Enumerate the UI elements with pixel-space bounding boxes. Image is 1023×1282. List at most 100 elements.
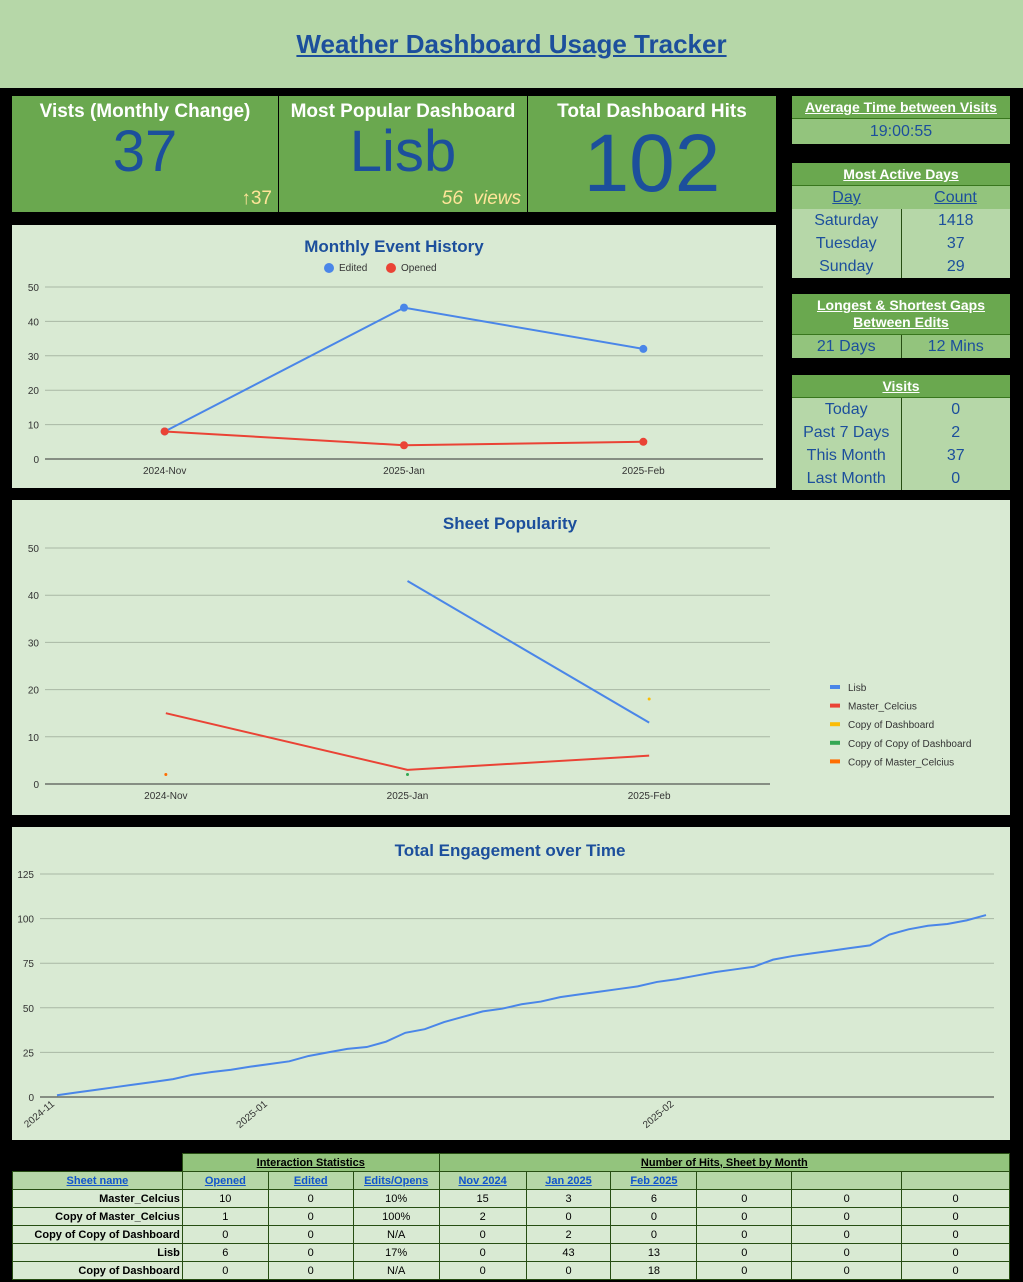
table-cell: 0 (525, 1261, 612, 1280)
group-hits-by-month: Number of Hits, Sheet by Month (438, 1153, 1011, 1172)
table-row: Copy of Copy of Dashboard 0 0 N/A 0 2 0 0 0 0 (12, 1225, 1010, 1244)
active-day-row: Tuesday 37 (792, 232, 1010, 255)
y-tick-label: 20 (28, 386, 40, 397)
kpi-popular-value: Lisb (349, 119, 457, 184)
active-day-row: Saturday 1418 (792, 209, 1010, 232)
legend-marker (830, 685, 840, 689)
y-tick-label: 75 (23, 959, 35, 970)
table-cell: 0 (901, 1261, 1010, 1280)
table-cell: 0 (901, 1189, 1010, 1208)
visits-row: This Month 37 (792, 444, 1010, 467)
legend-label: Copy of Dashboard (848, 720, 934, 731)
header-banner: Weather Dashboard Usage Tracker (0, 0, 1023, 88)
y-tick-label: 10 (28, 733, 40, 744)
avg-time-box: Average Time between Visits 19:00:55 (792, 96, 1010, 144)
gaps-title-2: Between Edits (853, 314, 949, 330)
monthly-event-history-chart: Monthly Event History 0 10 20 30 40 50 2024-Nov… (12, 225, 776, 488)
column-header: Sheet name (12, 1171, 183, 1190)
table-cell: 0 (438, 1243, 527, 1262)
visits-row: Today 0 (792, 398, 1010, 421)
x-tick-label: 2025-Jan (383, 466, 425, 477)
kpi-visits: Vists (Monthly Change) 37 ↑37 (12, 96, 278, 212)
label: Today (792, 398, 902, 421)
table-cell: 0 (181, 1261, 269, 1280)
sheet-name-cell: Lisb (12, 1243, 183, 1262)
y-tick-label: 0 (28, 1093, 34, 1104)
count: 29 (946, 258, 965, 275)
x-tick-label: 2024-Nov (143, 466, 186, 477)
y-tick-label: 40 (28, 317, 40, 328)
y-tick-label: 50 (28, 544, 40, 555)
y-tick-label: 30 (28, 352, 40, 363)
column-header: Jan 2025 (525, 1171, 612, 1190)
data-point (160, 427, 169, 436)
table-cell: 0 (696, 1261, 793, 1280)
y-tick-label: 125 (17, 870, 34, 881)
legend-marker (830, 740, 840, 745)
table-cell: 17% (352, 1243, 440, 1262)
sheet-name-cell: Copy of Master_Celcius (12, 1207, 183, 1226)
sheet-name-cell: Copy of Copy of Dashboard (12, 1225, 183, 1244)
legend-marker (324, 263, 334, 273)
data-point (406, 773, 409, 777)
sheet-name-cell: Copy of Dashboard (12, 1261, 183, 1280)
kpi-hits: Total Dashboard Hits 102 (528, 96, 776, 212)
legend-label: Master_Celcius (848, 702, 917, 713)
table-cell: 0 (267, 1207, 354, 1226)
value: 0 (951, 401, 961, 418)
table-cell: 0 (267, 1243, 354, 1262)
series-line-edited (164, 306, 644, 433)
y-tick-label: 40 (28, 591, 40, 602)
table-cell: 1 (181, 1207, 269, 1226)
table-row: Copy of Dashboard 0 0 N/A 0 0 18 0 0 0 (12, 1261, 1010, 1280)
table-cell: 0 (610, 1225, 698, 1244)
table-cell: 0 (791, 1243, 903, 1262)
chart-title: Sheet Popularity (443, 514, 578, 533)
y-tick-label: 0 (33, 780, 39, 791)
longest-gap: 21 Days (792, 335, 902, 358)
table-cell: N/A (352, 1261, 440, 1280)
table-cell: 0 (181, 1225, 269, 1244)
visits-box: Visits Today 0 Past 7 Days 2 This Month 37 … (792, 375, 1010, 490)
data-point (647, 697, 651, 701)
column-header: Edits/Opens (352, 1171, 440, 1190)
avg-time-value: 19:00:55 (792, 119, 1010, 144)
value: 37 (946, 447, 965, 464)
table-cell: 0 (791, 1261, 903, 1280)
table-cell: 0 (696, 1189, 793, 1208)
visits-row: Past 7 Days 2 (792, 421, 1010, 444)
table-cell: N/A (352, 1225, 440, 1244)
series-line-engagement (56, 914, 987, 1097)
column-header: Feb 2025 (610, 1171, 698, 1190)
y-tick-label: 30 (28, 638, 40, 649)
legend-label: Edited (339, 263, 367, 274)
sheet-popularity-chart: Sheet Popularity 0 10 20 30 40 50 2024-Nov 2025-… (12, 500, 1010, 815)
table-cell: 0 (901, 1243, 1010, 1262)
legend-label: Opened (401, 263, 437, 274)
legend-marker (386, 263, 396, 273)
chart-title: Monthly Event History (304, 237, 484, 256)
column-header: Nov 2024 (438, 1171, 527, 1190)
visits-title: Visits (792, 375, 1010, 398)
table-row: Copy of Master_Celcius 1 0 100% 2 0 0 0 0 0 (12, 1207, 1010, 1226)
value: 2 (951, 424, 961, 441)
active-days-box: Most Active Days Day Count Saturday 1418 T… (792, 163, 1010, 278)
table-cell: 6 (181, 1243, 269, 1262)
legend-label: Lisb (848, 683, 867, 694)
series-line-lisb (406, 580, 650, 724)
table-cell: 0 (696, 1225, 793, 1244)
table-cell: 2 (525, 1225, 612, 1244)
table-cell: 0 (901, 1207, 1010, 1226)
x-tick-label: 2024-Nov (144, 791, 187, 802)
table-cell: 43 (525, 1243, 612, 1262)
table-row: Lisb 6 0 17% 0 43 13 0 0 0 (12, 1243, 1010, 1262)
table-cell: 3 (525, 1189, 612, 1208)
table-cell: 15 (438, 1189, 527, 1208)
x-tick-label: 2025-Feb (622, 466, 665, 477)
kpi-visits-title: Vists (Monthly Change) (39, 101, 251, 122)
y-tick-label: 50 (23, 1004, 35, 1015)
kpi-popular: Most Popular Dashboard Lisb 56 views (279, 96, 527, 212)
kpi-hits-value: 102 (583, 118, 721, 209)
table-cell: 6 (610, 1189, 698, 1208)
y-tick-label: 0 (33, 455, 39, 466)
